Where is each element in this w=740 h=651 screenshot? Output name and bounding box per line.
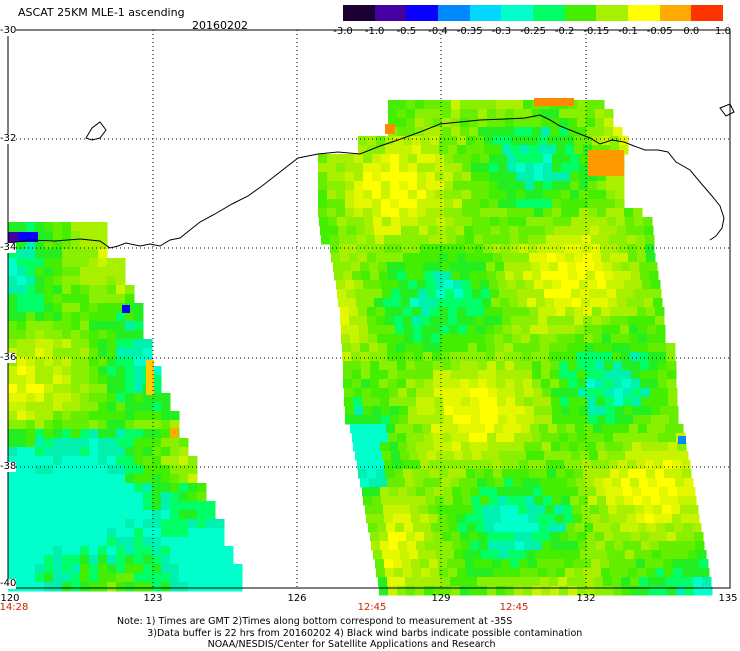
colorbar-label: -1.0 [364, 26, 385, 37]
colorbar-segment [596, 5, 629, 21]
lon-label: 120 [0, 593, 20, 604]
lon-label: 135 [718, 593, 738, 604]
colorbar-segment [628, 5, 661, 21]
colorbar-label: 1.0 [715, 26, 731, 37]
coastline-island [719, 103, 735, 117]
lat-label: -38 [0, 461, 17, 472]
colorbar-segment [564, 5, 597, 21]
lon-label: 132 [576, 593, 596, 604]
colorbar-label: 0.0 [683, 26, 700, 37]
colorbar-segment [533, 5, 566, 21]
lon-label: 126 [287, 593, 307, 604]
footnote: Note: 1) Times are GMT 2)Times along bot… [117, 616, 582, 651]
colorbar-segment [691, 5, 724, 21]
lat-label: -34 [0, 242, 17, 253]
colorbar-label: -0.3 [491, 26, 512, 37]
product-title: ASCAT 25KM MLE-1 ascending [18, 6, 185, 19]
swath-layer [8, 98, 713, 596]
lat-label: -30 [0, 25, 17, 36]
lat-label: -40 [0, 578, 17, 589]
colorbar-segment [438, 5, 471, 21]
footnote-line: 3)Data buffer is 22 hrs from 20160202 4)… [147, 627, 583, 639]
graticule [8, 30, 730, 588]
lon-label: 129 [431, 593, 451, 604]
colorbar-label: -3.0 [333, 26, 353, 37]
coastline [7, 114, 725, 249]
colorbar [343, 5, 724, 21]
colorbar-label: -0.2 [554, 26, 575, 37]
swath-time: 12:45 [499, 602, 529, 613]
colorbar-label: -0.1 [618, 26, 638, 37]
colorbar-segment [343, 5, 376, 21]
colorbar-segment [374, 5, 407, 21]
footnote-line: NOAA/NESDIS/Center for Satellite Applica… [207, 639, 496, 650]
colorbar-label: -0.05 [646, 26, 673, 37]
footnote-line: Note: 1) Times are GMT 2)Times along bot… [117, 616, 513, 627]
colorbar-segment [501, 5, 534, 21]
colorbar-label: -0.4 [428, 26, 448, 37]
product-date: 20160202 [192, 19, 248, 32]
swath-time: 12:45 [357, 602, 387, 613]
map-frame [7, 29, 731, 589]
colorbar-label: -0.35 [456, 26, 483, 37]
colorbar-label: -0.15 [583, 26, 610, 37]
lon-label: 123 [143, 593, 163, 604]
swath-time: 14:28 [0, 602, 29, 613]
colorbar-segment [659, 5, 692, 21]
colorbar-segment [469, 5, 502, 21]
lat-label: -36 [0, 352, 17, 363]
colorbar-segment [406, 5, 439, 21]
coastline-island [85, 121, 107, 141]
colorbar-label: -0.25 [520, 26, 546, 37]
colorbar-label: -0.5 [396, 26, 417, 37]
lat-label: -32 [0, 133, 17, 144]
